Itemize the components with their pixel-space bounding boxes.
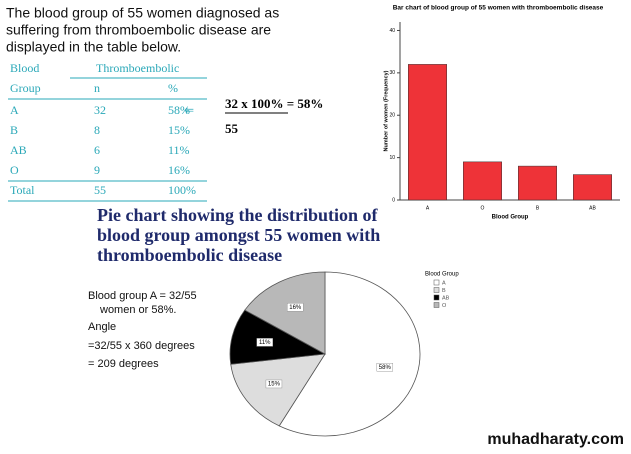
y-tick-label: 40 [389, 28, 395, 34]
table-cell: 55 [94, 183, 106, 197]
formula-denominator: 55 [225, 121, 239, 136]
table: Blood Thromboembolic Group n % A 32 58% B 8 15% AB 6… [8, 61, 207, 202]
legend-swatch [433, 279, 440, 286]
y-tick-label: 0 [392, 197, 395, 203]
heading-line: Pie chart showing the distribution of [97, 205, 379, 225]
pie-label: 15% [268, 382, 281, 388]
table-cell: 15% [168, 123, 190, 137]
table-header: Thromboembolic [96, 61, 179, 75]
note: =32/55 x 360 degrees [88, 340, 195, 352]
pie-slice [244, 271, 326, 355]
pie-label: 58% [379, 365, 392, 371]
table-header: % [168, 81, 178, 95]
x-tick-label: A [426, 205, 430, 211]
legend-label: B [442, 288, 446, 294]
y-tick-label: 10 [389, 155, 395, 161]
note: women or 58%. [99, 304, 176, 316]
intro-line: The blood group of 55 women diagnosed as [6, 5, 279, 21]
bar [408, 64, 447, 201]
table-header: n [94, 81, 100, 95]
intro-line: suffering from thromboembolic disease ar… [6, 22, 271, 38]
table-cell: 100% [168, 183, 196, 197]
x-axis-label: Blood Group [492, 215, 529, 221]
bar [463, 161, 502, 201]
table-cell: A [10, 103, 19, 117]
bar [573, 174, 612, 201]
legend-label: AB [442, 295, 450, 301]
bar [518, 165, 557, 201]
label-box [376, 363, 394, 372]
table-cell: 6 [94, 143, 100, 157]
table-cell: 58% [168, 103, 190, 117]
y-tick-label: 30 [389, 70, 395, 76]
pie-heading: Pie chart showing the distribution of bl… [97, 205, 380, 265]
table-header: Blood [10, 61, 39, 75]
pie-slice [229, 309, 327, 365]
pie-slice [278, 271, 421, 437]
arrow: ⇐ [184, 103, 194, 117]
heading-line: thromboembolic disease [97, 245, 282, 265]
legend-swatch [433, 287, 440, 293]
table-cell: B [10, 123, 18, 137]
y-axis-label: Number of women (Frequency) [383, 70, 389, 151]
legend-swatch [433, 294, 440, 301]
x-tick-label: AB [589, 205, 596, 211]
legend-swatch [433, 302, 440, 308]
y-tick-label: 20 [389, 113, 395, 119]
notes: Blood group A = 32/55 women or 58%. Angl… [88, 290, 197, 370]
table-cell: 32 [94, 103, 106, 117]
table-cell: 16% [168, 163, 190, 177]
pie-label: 16% [289, 305, 302, 311]
table-cell: 11% [168, 143, 190, 157]
note: Angle [88, 321, 116, 333]
note: Blood group A = 32/55 [88, 290, 197, 302]
table-header: Group [10, 81, 41, 95]
legend-label: O [442, 303, 447, 309]
table-cell: Total [10, 183, 35, 197]
heading-line: blood group amongst 55 women with [97, 225, 380, 245]
note: = 209 degrees [88, 358, 159, 370]
label-box [265, 379, 283, 389]
intro-line: displayed in the table below. [6, 39, 181, 55]
table-cell: O [10, 163, 19, 177]
table-cell: 9 [94, 163, 100, 177]
label-box [256, 338, 273, 347]
legend-title: Blood Group [425, 272, 459, 278]
pie-slice [230, 353, 326, 427]
formula: 32 x 100% = 58% [225, 96, 323, 111]
x-tick-label: O [481, 205, 485, 211]
x-tick-label: B [536, 205, 540, 211]
watermark: muhadharaty.com [487, 431, 624, 448]
label-box [287, 303, 304, 312]
chart-title: Bar chart of blood group of 55 women wit… [393, 5, 604, 12]
table-cell: 8 [94, 123, 100, 137]
table-cell: AB [10, 143, 27, 157]
intro: The blood group of 55 women diagnosed as… [6, 5, 279, 55]
legend-label: A [442, 280, 446, 286]
pie-label: 11% [259, 340, 271, 346]
